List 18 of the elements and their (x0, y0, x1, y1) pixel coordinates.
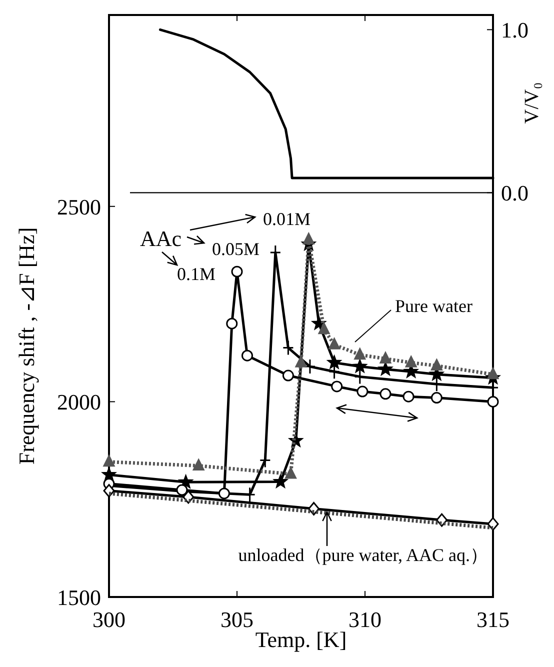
y-tick-label: 2500 (57, 194, 101, 220)
x-tick-label: 315 (476, 607, 510, 632)
y2-tick-label: 0.0 (501, 180, 528, 206)
y-tick-label: 2000 (57, 390, 101, 415)
x-axis-title: Temp. [K] (255, 627, 347, 652)
annotation: Pure water (395, 296, 472, 316)
annotation: 0.1M (177, 264, 216, 284)
annotation: 0.05M (212, 239, 260, 259)
y-axis-title: Frequency shift , -⊿F [Hz] (14, 227, 39, 465)
annotation: 0.01M (263, 209, 311, 229)
x-tick-label: 305 (220, 607, 254, 632)
annotation: AAc (140, 226, 182, 251)
x-tick-label: 300 (92, 607, 126, 632)
annotation: unloaded（pure water, AAC aq.） (238, 545, 488, 565)
y2-tick-label: 1.0 (501, 18, 528, 43)
y2-axis-title: V/V₀ (521, 82, 543, 124)
x-tick-label: 310 (348, 607, 382, 632)
y-tick-label: 1500 (57, 585, 101, 610)
